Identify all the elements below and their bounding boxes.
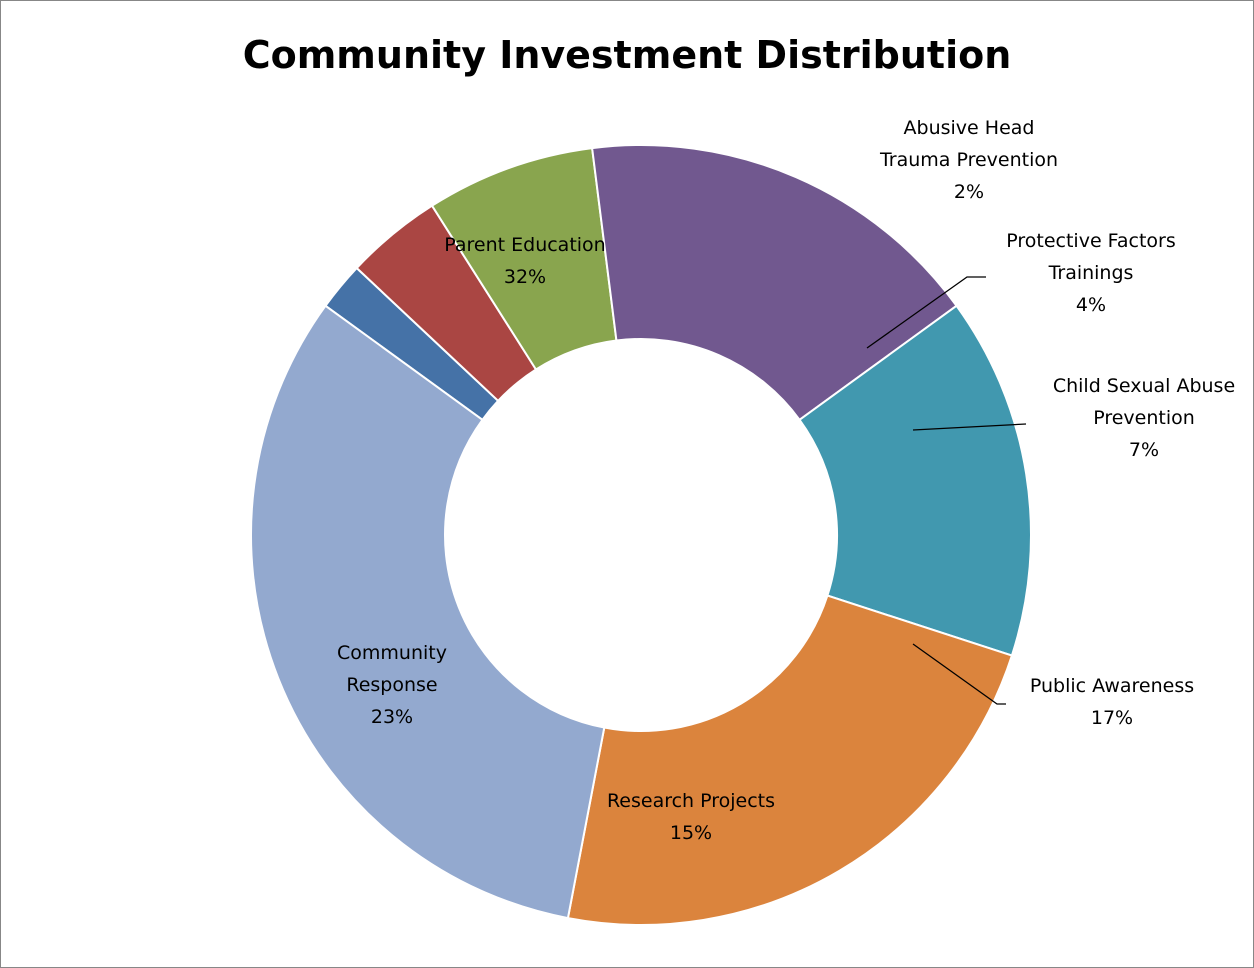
data-label-text: Trauma Prevention [879,149,1058,171]
data-label-value: 2% [954,181,984,203]
data-label-text: Research Projects [607,790,775,812]
data-label-value: 7% [1129,439,1159,461]
data-label-text: Protective Factors [1006,230,1176,252]
leader-lines-layer [866,276,1027,705]
slice-parent-education [250,304,606,920]
data-label-value: 23% [371,706,413,728]
data-label-text: Community [337,642,447,664]
data-label-text: Prevention [1093,407,1195,429]
data-label-parent-education: Parent Education 32% [444,234,605,288]
data-label-text: Abusive Head [904,117,1035,139]
data-label-child-sexual-abuse-prevention: Child Sexual Abuse Prevention 7% [1053,375,1235,461]
leader-line-protective-factors-trainings [866,276,986,349]
data-label-value: 17% [1091,707,1133,729]
leader-line-public-awareness [912,643,1006,705]
slice-research-projects [798,304,1032,657]
data-label-value: 32% [504,266,546,288]
data-label-value: 15% [670,822,712,844]
data-label-protective-factors-trainings: Protective Factors Trainings 4% [1006,230,1176,316]
labels-layer: Abusive Head Trauma Prevention 2% Protectiv… [337,117,1235,844]
slice-community-response [566,594,1014,926]
data-label-text: Child Sexual Abuse [1053,375,1235,397]
leader-line-child-sexual-abuse-prevention [912,423,1027,431]
data-label-research-projects: Research Projects 15% [607,790,775,844]
chart-title: Community Investment Distribution [242,33,1012,77]
slices-layer [250,144,1032,926]
data-label-public-awareness: Public Awareness 17% [1030,675,1194,729]
data-label-community-response: Community Response 23% [337,642,447,728]
data-label-text: Trainings [1048,262,1134,284]
data-label-abusive-head-trauma-prevention: Abusive Head Trauma Prevention 2% [879,117,1058,203]
slice-public-awareness [591,144,958,422]
data-label-value: 4% [1076,294,1106,316]
data-label-text: Parent Education [444,234,605,256]
data-label-text: Response [346,674,437,696]
data-label-text: Public Awareness [1030,675,1194,697]
